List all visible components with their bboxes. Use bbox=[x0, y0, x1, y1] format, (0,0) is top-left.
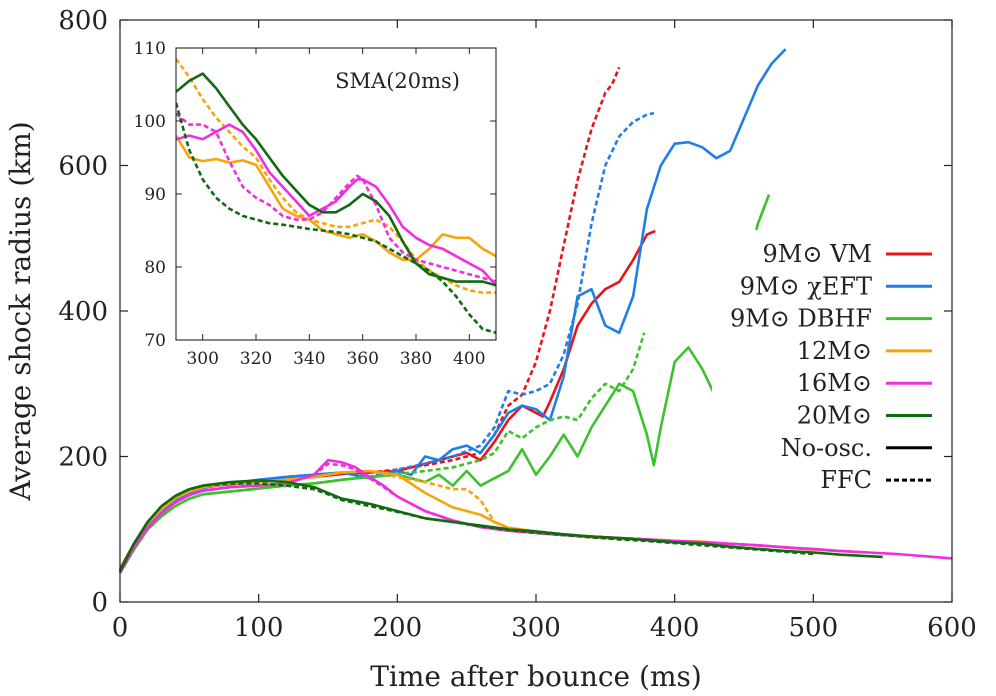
y-tick-label: 0 bbox=[91, 588, 108, 618]
inset-y-tick-label: 90 bbox=[144, 185, 166, 205]
inset-series-20m-solid bbox=[176, 72, 496, 287]
inset-series-16m-dashed bbox=[176, 112, 496, 283]
main-series-group bbox=[118, 48, 953, 574]
inset-y-tick-label: 70 bbox=[144, 331, 166, 351]
inset-x-tick-label: 380 bbox=[400, 349, 432, 369]
x-tick-label: 100 bbox=[234, 613, 284, 643]
legend-label-16m: 16M⊙ bbox=[797, 369, 872, 397]
y-tick-label: 400 bbox=[58, 297, 108, 327]
x-tick-label: 500 bbox=[789, 613, 839, 643]
legend: 9M⊙ VM 9M⊙ χEFT 9M⊙ DBHF 12M⊙ 16M⊙ 20M⊙ No-osc… bbox=[712, 230, 940, 506]
y-tick-label: 200 bbox=[58, 443, 108, 473]
legend-label-9m-eft: 9M⊙ χEFT bbox=[740, 272, 872, 300]
legend-label-no-osc: No-osc. bbox=[781, 434, 872, 462]
x-axis-title: Time after bounce (ms) bbox=[370, 660, 702, 693]
inset-title: SMA(20ms) bbox=[335, 69, 460, 93]
series-9m-eft-dashed bbox=[118, 111, 655, 573]
series-9m-dbhf-dashed bbox=[118, 332, 646, 574]
x-tick-label: 0 bbox=[112, 613, 129, 643]
inset-x-tick-label: 300 bbox=[186, 349, 218, 369]
main-axis-ticks: 0 100 200 300 400 500 600 0 200 400 600 800 bbox=[58, 6, 976, 643]
series-9m-dbhf-solid bbox=[118, 194, 771, 574]
legend-label-9m-dbhf: 9M⊙ DBHF bbox=[730, 305, 872, 333]
inset-series-12m-solid bbox=[176, 134, 496, 262]
y-axis-title: Average shock radius (km) bbox=[4, 121, 37, 501]
inset-x-tick-label: 340 bbox=[293, 349, 325, 369]
inset-series-16m-solid bbox=[176, 123, 496, 287]
inset-y-tick-label: 110 bbox=[134, 39, 166, 59]
x-tick-label: 600 bbox=[927, 613, 977, 643]
x-tick-label: 300 bbox=[511, 613, 561, 643]
y-tick-label: 800 bbox=[58, 6, 108, 36]
inset-plot: 300 320 340 360 380 400 70 80 90 100 110 SMA(20ms) bbox=[128, 30, 502, 378]
legend-label-9m-vm: 9M⊙ VM bbox=[763, 240, 873, 268]
inset-x-tick-label: 400 bbox=[453, 349, 485, 369]
x-tick-label: 400 bbox=[650, 613, 700, 643]
x-tick-label: 200 bbox=[373, 613, 423, 643]
inset-axis-ticks: 300 320 340 360 380 400 70 80 90 100 110 bbox=[134, 39, 496, 369]
inset-series-20m-dashed bbox=[176, 102, 496, 334]
inset-x-tick-label: 360 bbox=[346, 349, 378, 369]
inset-y-tick-label: 100 bbox=[134, 112, 166, 132]
inset-y-tick-label: 80 bbox=[144, 258, 166, 278]
legend-label-12m: 12M⊙ bbox=[797, 337, 872, 365]
legend-label-20m: 20M⊙ bbox=[797, 402, 872, 430]
inset-background bbox=[128, 30, 502, 378]
y-tick-label: 600 bbox=[58, 152, 108, 182]
legend-label-ffc: FFC bbox=[820, 466, 872, 494]
series-20m-dashed bbox=[118, 482, 814, 572]
inset-x-tick-label: 320 bbox=[240, 349, 272, 369]
inset-series-group bbox=[176, 58, 496, 334]
legend-background bbox=[712, 230, 940, 506]
